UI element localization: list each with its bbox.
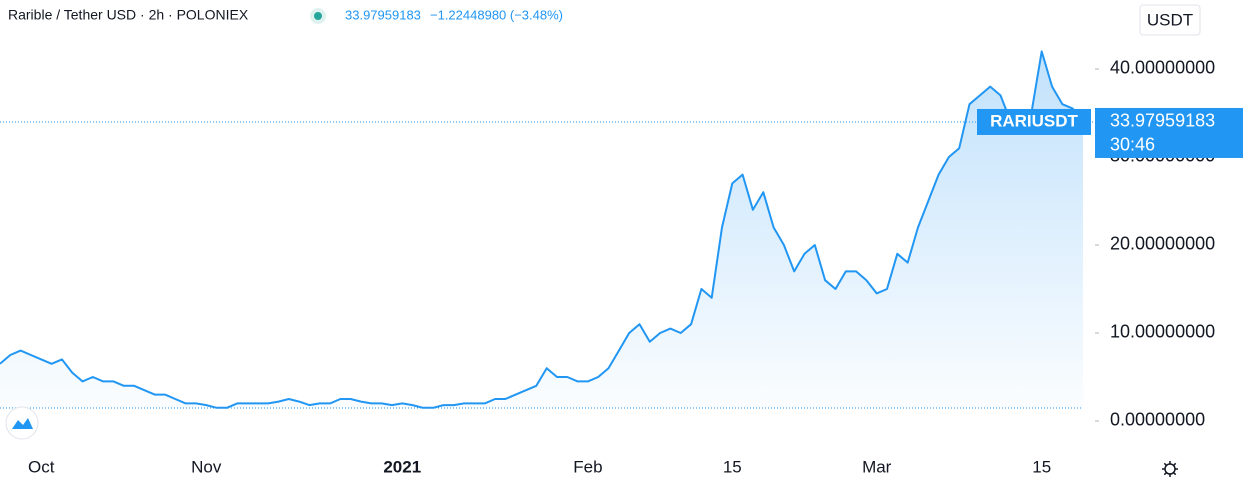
x-tick-label: 15: [1032, 457, 1051, 476]
y-tick-label: 40.00000000: [1110, 58, 1215, 78]
symbol-badge: [977, 108, 1091, 135]
currency-label[interactable]: USDT: [1147, 10, 1193, 29]
plot: [0, 50, 1099, 422]
y-tick-label: 20.00000000: [1110, 234, 1215, 254]
y-tick-label: 10.00000000: [1110, 322, 1215, 342]
price-badge: [1095, 107, 1243, 158]
logo-icon: [12, 418, 33, 429]
settings-icon[interactable]: [1162, 461, 1178, 477]
currency-button[interactable]: [1139, 4, 1201, 36]
x-tick-label: 2021: [383, 457, 421, 476]
header-change: −1.22448980 (−3.48%): [430, 7, 563, 22]
status-dot: [314, 12, 322, 20]
logo-button[interactable]: [5, 406, 39, 440]
x-tick-label: 15: [723, 457, 742, 476]
price-badge-label: 33.97959183: [1110, 111, 1215, 131]
countdown-label: 30:46: [1110, 135, 1155, 155]
x-tick-label: Nov: [191, 457, 222, 476]
symbol-badge-label: RARIUSDT: [990, 111, 1078, 130]
y-tick-label: 0.00000000: [1110, 410, 1205, 430]
symbol-title: Rarible / Tether USD · 2h · POLONIEX: [8, 7, 249, 23]
price-line: [0, 50, 1084, 409]
x-tick-label: Oct: [28, 457, 55, 476]
x-tick-label: Mar: [862, 457, 892, 476]
x-tick-label: Feb: [573, 457, 602, 476]
area-fill: [0, 51, 1083, 409]
header-price: 33.97959183: [345, 7, 421, 22]
